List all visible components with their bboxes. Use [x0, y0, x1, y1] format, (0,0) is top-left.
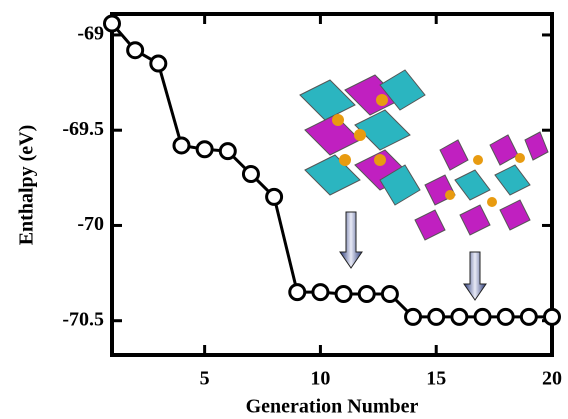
chart: Generation Number Enthalpy (eV) -69 -69.5… — [0, 0, 568, 419]
structure-inset-right — [415, 132, 548, 240]
data-point — [382, 287, 397, 302]
structure-inset-left — [300, 70, 425, 205]
data-point — [545, 309, 560, 324]
data-point — [220, 144, 235, 159]
data-point — [267, 189, 282, 204]
y-tick-label: -70 — [77, 213, 104, 235]
data-point — [452, 309, 467, 324]
x-tick-label: 10 — [310, 368, 330, 390]
data-point — [128, 43, 143, 58]
data-point — [151, 56, 166, 71]
data-point — [406, 309, 421, 324]
data-point — [521, 309, 536, 324]
data-point — [290, 285, 305, 300]
data-point — [336, 287, 351, 302]
data-point — [243, 167, 258, 182]
data-point — [105, 16, 120, 31]
y-tick-label: -69 — [77, 23, 104, 45]
y-tick-label: -70.5 — [62, 308, 104, 330]
y-tick-label: -69.5 — [62, 118, 104, 140]
x-tick-label: 15 — [426, 368, 446, 390]
data-point — [475, 309, 490, 324]
x-tick-label: 20 — [542, 368, 562, 390]
x-axis-label: Generation Number — [246, 396, 419, 418]
y-axis-label: Enthalpy (eV) — [16, 125, 38, 246]
data-point — [429, 309, 444, 324]
data-point — [174, 138, 189, 153]
data-point — [359, 287, 374, 302]
x-tick-label: 5 — [200, 368, 210, 390]
data-point — [197, 142, 212, 157]
data-point — [498, 309, 513, 324]
data-point — [313, 285, 328, 300]
